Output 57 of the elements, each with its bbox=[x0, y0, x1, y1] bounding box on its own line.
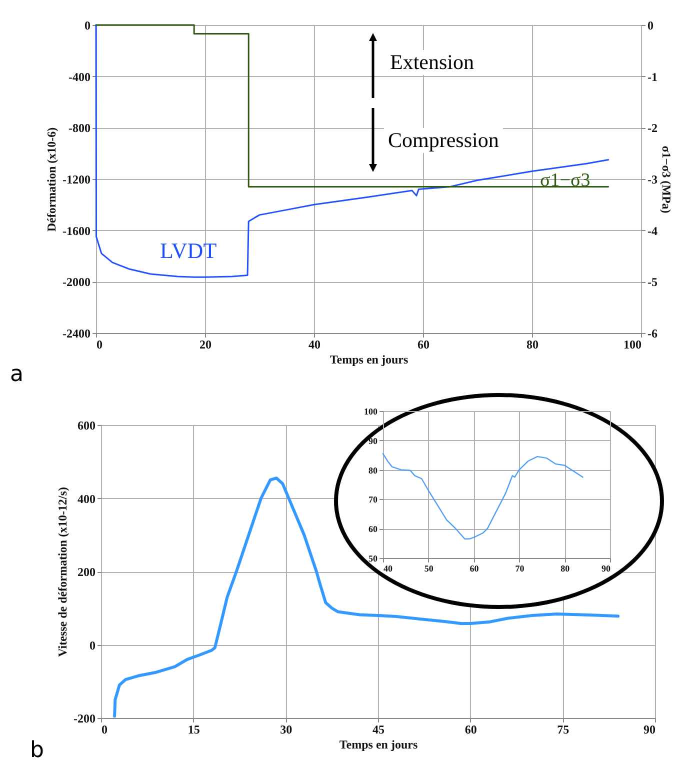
y-axis-title: Vitesse de déformation (x10-12/s) bbox=[56, 487, 70, 657]
x-axis-title: Temps en jours bbox=[339, 738, 418, 752]
x-tick-label: 60 bbox=[470, 564, 480, 574]
y-tick-label: -800 bbox=[68, 121, 90, 136]
y-tick-label: 60 bbox=[368, 524, 378, 534]
line-series bbox=[95, 24, 610, 278]
text: b bbox=[30, 738, 44, 762]
x-tick-label: 50 bbox=[424, 564, 434, 574]
x-tick-label: 45 bbox=[372, 722, 384, 736]
x-tick-label: 75 bbox=[557, 722, 570, 736]
y2-tick-label: -3 bbox=[648, 172, 658, 186]
x-tick-label: 40 bbox=[384, 564, 393, 574]
line-series bbox=[382, 453, 584, 540]
y-tick-label: 90 bbox=[368, 436, 378, 446]
x-tick-label: 90 bbox=[602, 564, 611, 574]
y-tick-label: -2000 bbox=[62, 275, 90, 290]
y-tick-label: -200 bbox=[74, 712, 96, 726]
y-tick-label: -1200 bbox=[62, 172, 90, 186]
x-tick-label: 70 bbox=[515, 564, 525, 574]
x-tick-label: 80 bbox=[560, 564, 570, 574]
x-tick-label: 90 bbox=[644, 722, 656, 736]
y2-tick-label: -2 bbox=[648, 121, 658, 136]
y-tick-label: 0 bbox=[84, 18, 90, 32]
x-tick-label: 0 bbox=[102, 722, 108, 736]
x-tick-label: 100 bbox=[624, 338, 642, 352]
y2-tick-label: -5 bbox=[648, 275, 658, 290]
text: a bbox=[10, 362, 24, 387]
y-tick-label: -1600 bbox=[62, 224, 90, 238]
x-tick-label: 15 bbox=[188, 722, 200, 736]
y-tick-label: -2400 bbox=[62, 326, 90, 340]
y-tick-label: 80 bbox=[368, 465, 378, 476]
y-tick-label: 0 bbox=[90, 638, 96, 652]
series-label: σ1−σ3 bbox=[540, 170, 590, 192]
x-tick-label: 20 bbox=[200, 338, 212, 352]
y-tick-label: 200 bbox=[78, 565, 96, 579]
y2-tick-label: 0 bbox=[648, 18, 654, 32]
annotation: Extension bbox=[386, 50, 478, 75]
y2-tick-label: -4 bbox=[648, 224, 658, 238]
y-tick-label: 600 bbox=[78, 418, 96, 432]
x-axis-title: Temps en jours bbox=[330, 352, 408, 366]
series-label: LVDT bbox=[160, 238, 217, 264]
y2-axis-title: σ1−σ3 (MPa) bbox=[659, 146, 674, 214]
y2-tick-label: -6 bbox=[648, 326, 658, 340]
y2-tick-label: -1 bbox=[648, 70, 658, 84]
line-series bbox=[113, 476, 620, 718]
y-tick-label: -400 bbox=[68, 70, 90, 84]
y-tick-label: 50 bbox=[368, 554, 378, 564]
annotation: Compression bbox=[384, 128, 503, 153]
y-tick-label: 400 bbox=[78, 492, 96, 506]
x-tick-label: 30 bbox=[280, 722, 292, 736]
x-tick-label: 60 bbox=[418, 338, 430, 352]
y-tick-label: 100 bbox=[364, 406, 378, 416]
y-tick-label: 70 bbox=[368, 494, 378, 505]
y-axis-title: Déformation (x10-6) bbox=[44, 127, 59, 232]
x-tick-label: 60 bbox=[464, 722, 477, 736]
x-tick-label: 80 bbox=[526, 338, 538, 352]
x-tick-label: 40 bbox=[308, 338, 320, 352]
